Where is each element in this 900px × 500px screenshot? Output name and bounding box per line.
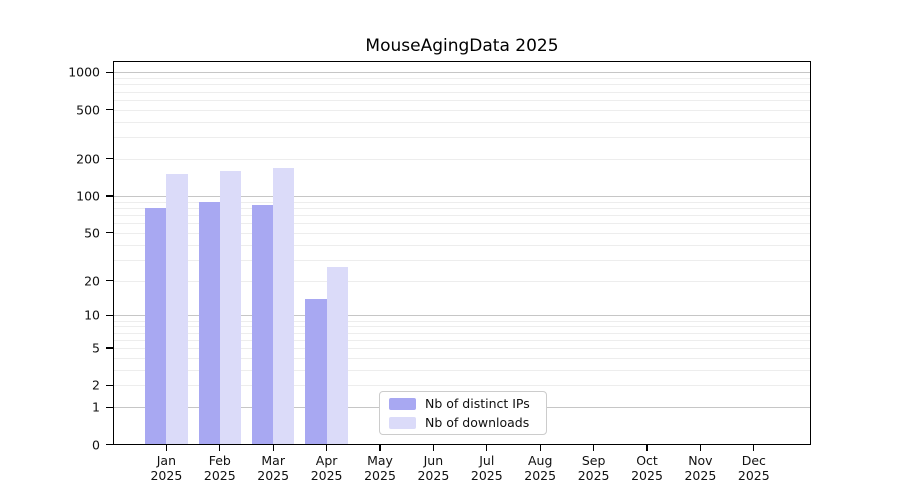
x-tick-label: Jul 2025 [470,452,503,483]
minor-gridline [113,357,811,359]
bar-downloads-jan [166,174,188,445]
chart-title: MouseAgingData 2025 [365,36,559,56]
legend-item-downloads: Nb of downloads [389,415,537,430]
y-tick-label: 1 [92,399,100,415]
minor-gridline [113,121,811,123]
y-tick-mark [106,279,113,282]
minor-gridline [113,232,811,234]
minor-gridline [113,99,811,101]
bar-distinct-ips-jan [145,207,167,445]
minor-gridline [113,91,811,93]
x-tick-label: Sep 2025 [577,452,610,483]
legend: Nb of distinct IPs Nb of downloads [379,391,547,435]
y-tick-label: 5 [92,340,100,356]
y-tick-label: 2 [92,377,100,393]
minor-gridline [113,348,811,349]
minor-gridline [113,332,811,334]
legend-item-distinct-ips: Nb of distinct IPs [389,396,537,411]
x-tick-label: Aug 2025 [524,452,557,483]
legend-label-downloads: Nb of downloads [425,415,530,430]
minor-gridline [113,109,811,111]
x-tick-mark [593,444,595,451]
y-tick-label: 20 [84,273,100,289]
minor-gridline [113,158,811,160]
bar-downloads-feb [219,170,242,445]
legend-swatch-distinct-ips [389,397,416,410]
x-tick-mark [699,444,701,451]
major-gridline [113,195,811,197]
minor-gridline [113,369,811,371]
x-tick-label: May 2025 [364,452,396,483]
x-tick-mark [753,444,755,451]
x-tick-label: Dec 2025 [737,452,770,483]
y-tick-label: 0 [92,437,100,452]
y-tick-mark [106,232,113,234]
y-tick-label: 50 [84,225,100,241]
y-tick-mark [106,384,113,386]
minor-gridline [113,137,811,139]
bar-downloads-mar [273,168,295,445]
x-tick-mark [646,444,648,451]
minor-gridline [113,385,811,387]
y-tick-mark [106,195,113,197]
minor-gridline [113,326,811,328]
y-tick-mark [106,314,113,316]
x-tick-label: Apr 2025 [310,452,343,483]
minor-gridline [113,259,811,261]
x-tick-mark [379,444,381,451]
legend-label-distinct-ips: Nb of distinct IPs [425,396,530,411]
x-tick-mark [486,444,488,451]
x-tick-label: Oct 2025 [631,452,663,483]
x-tick-label: Feb 2025 [203,452,236,483]
bar-downloads-apr [326,267,348,445]
bar-distinct-ips-apr [305,298,327,445]
y-tick-label: 100 [76,188,100,204]
x-tick-label: Jan 2025 [150,452,183,483]
y-tick-mark [106,109,113,111]
x-tick-mark [219,444,221,451]
y-tick-label: 200 [76,151,100,167]
legend-swatch-downloads [389,416,416,429]
minor-gridline [113,207,811,209]
y-tick-mark [106,443,113,446]
minor-gridline [113,339,811,341]
major-gridline [113,72,811,74]
minor-gridline [113,223,811,225]
y-tick-label: 1000 [68,64,100,80]
minor-gridline [113,320,811,322]
minor-gridline [113,214,811,216]
y-tick-label: 10 [84,307,100,323]
bar-distinct-ips-mar [251,205,274,445]
y-tick-label: 500 [76,102,100,118]
x-tick-label: Mar 2025 [257,452,290,483]
minor-gridline [113,78,811,80]
bar-distinct-ips-feb [198,201,220,445]
x-tick-mark [539,444,541,451]
minor-gridline [113,201,811,203]
minor-gridline [113,244,811,246]
minor-gridline [113,84,811,86]
x-tick-mark [326,444,328,451]
x-tick-label: Jun 2025 [417,452,450,483]
x-tick-mark [165,444,167,451]
y-tick-mark [106,406,113,408]
x-tick-mark [432,444,434,451]
y-tick-mark [106,347,113,349]
minor-gridline [113,280,811,282]
major-gridline [113,315,811,317]
y-tick-mark [106,158,113,160]
y-tick-mark [106,71,113,74]
x-tick-label: Nov 2025 [684,452,717,483]
x-tick-mark [272,444,274,451]
